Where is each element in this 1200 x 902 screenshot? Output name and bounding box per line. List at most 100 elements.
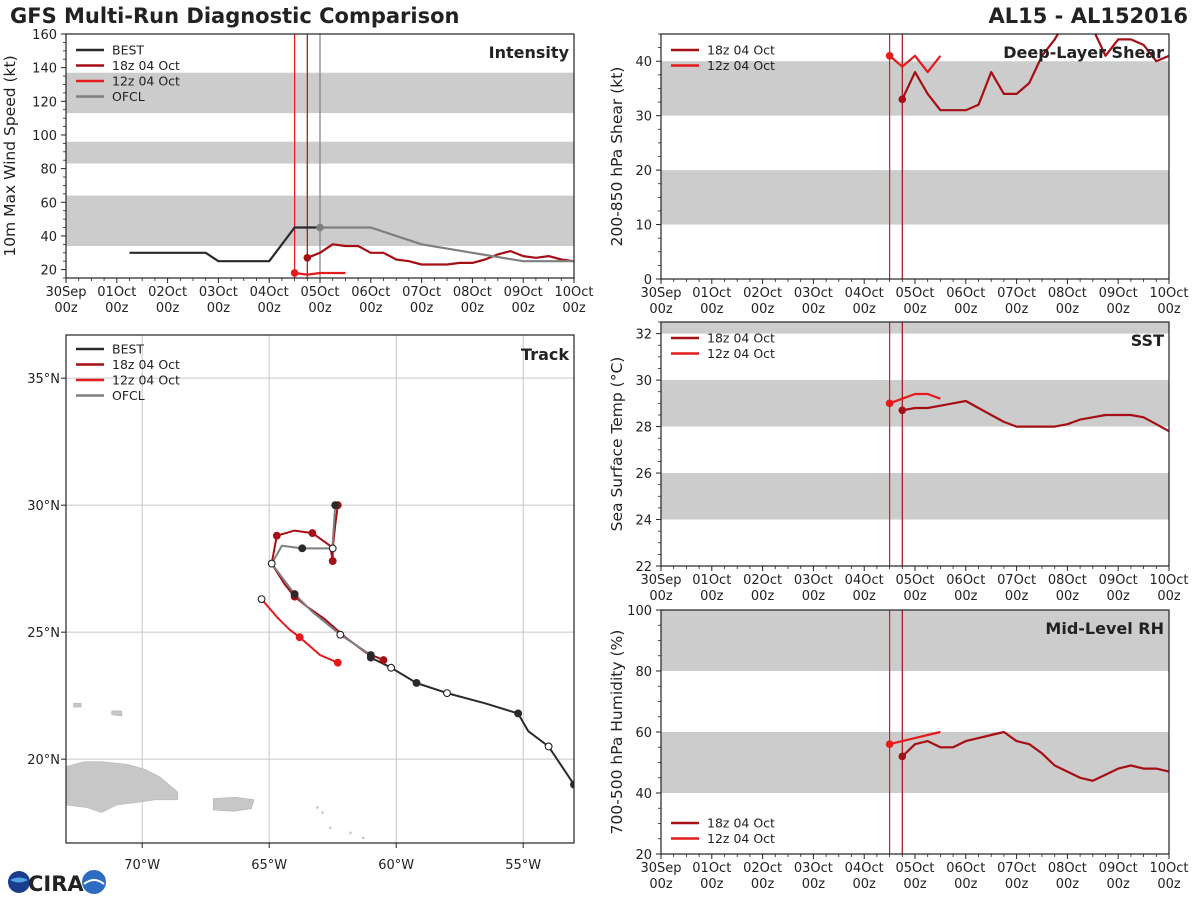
x-tick-label-hour: 00z bbox=[751, 589, 775, 604]
x-tick-label-date: 08Oct bbox=[1048, 286, 1087, 301]
x-tick-label-date: 07Oct bbox=[997, 861, 1036, 876]
y-tick-label: 22 bbox=[635, 560, 652, 575]
x-tick-label-hour: 00z bbox=[853, 877, 877, 892]
series-line-18z-04-oct bbox=[306, 243, 574, 266]
small-island bbox=[316, 806, 319, 809]
chart-track: 70°W 65°W 60°W 55°W 20°N 25°N 30°N 35°N Track BES… bbox=[27, 334, 575, 873]
track-point-best bbox=[387, 663, 396, 672]
legend-label-18z-04-oct: 18z 04 Oct bbox=[112, 58, 180, 73]
x-tick-label-date: 01Oct bbox=[692, 861, 731, 876]
x-tick-label-date: 09Oct bbox=[504, 285, 543, 300]
track-point-18z-04-oct bbox=[379, 656, 388, 665]
track-point-ofcl bbox=[336, 630, 345, 639]
legend-label-18z-04-oct: 18z 04 Oct bbox=[112, 357, 180, 372]
chart-rh: 2040608010030Sep00z01Oct00z02Oct00z03Oct… bbox=[608, 604, 1189, 892]
y-tick-label: 80 bbox=[635, 665, 652, 680]
track-line-best bbox=[370, 656, 574, 786]
series-line-12z-04-oct bbox=[889, 730, 941, 746]
y-tick-label: 100 bbox=[32, 129, 57, 144]
series-line-18z-04-oct bbox=[902, 399, 1169, 433]
x-tick-label-hour: 00z bbox=[954, 877, 978, 892]
x-tick-label-date: 02Oct bbox=[743, 573, 782, 588]
track-point-ofcl bbox=[366, 651, 375, 659]
x-tick-label-date: 06Oct bbox=[351, 285, 390, 300]
x-tick-label-hour: 00z bbox=[700, 877, 724, 892]
legend-label-12z-04-oct: 12z 04 Oct bbox=[112, 74, 180, 89]
x-tick-label-hour: 00z bbox=[1157, 302, 1181, 317]
chart-intensity: 2040608010012014016030Sep00z01Oct00z02Oc… bbox=[1, 28, 594, 316]
latitude-label: 20°N bbox=[27, 753, 60, 768]
x-tick-label-hour: 00z bbox=[461, 301, 485, 316]
y-tick-label: 60 bbox=[40, 196, 57, 211]
x-tick-label-hour: 00z bbox=[512, 301, 536, 316]
x-tick-label-date: 07Oct bbox=[997, 286, 1036, 301]
x-tick-label-hour: 00z bbox=[700, 302, 724, 317]
hispaniola-land bbox=[66, 761, 179, 813]
series-group bbox=[129, 223, 574, 277]
x-tick-label-date: 10Oct bbox=[1149, 573, 1188, 588]
y-tick-label: 120 bbox=[32, 95, 57, 110]
track-point-ofcl bbox=[298, 544, 307, 553]
x-tick-label-hour: 00z bbox=[700, 589, 724, 604]
longitude-label: 70°W bbox=[124, 858, 160, 873]
y-tick-label: 10 bbox=[635, 219, 652, 234]
y-tick-label: 26 bbox=[635, 467, 652, 482]
x-tick-label-hour: 00z bbox=[802, 877, 826, 892]
series-line-ofcl bbox=[320, 226, 574, 263]
x-tick-label-hour: 00z bbox=[853, 589, 877, 604]
y-tick-label: 60 bbox=[635, 726, 652, 741]
panel-title: Mid-Level RH bbox=[1045, 619, 1164, 638]
x-tick-label-hour: 00z bbox=[1005, 589, 1029, 604]
x-tick-label-hour: 00z bbox=[1056, 302, 1080, 317]
x-tick-label-hour: 00z bbox=[562, 301, 586, 316]
legend-label-12z-04-oct: 12z 04 Oct bbox=[707, 58, 775, 73]
page-title: GFS Multi-Run Diagnostic Comparison bbox=[10, 4, 460, 28]
y-tick-label: 80 bbox=[40, 163, 57, 178]
x-tick-label-date: 08Oct bbox=[453, 285, 492, 300]
legend-label-best: BEST bbox=[112, 43, 144, 58]
panel-title: Track bbox=[521, 345, 569, 364]
bahamas-island bbox=[111, 710, 123, 717]
series-line-18z-04-oct bbox=[901, 34, 1169, 112]
latitude-label: 30°N bbox=[27, 499, 60, 514]
y-tick-label: 28 bbox=[635, 421, 652, 436]
series-group bbox=[885, 392, 1169, 433]
shaded-band bbox=[661, 610, 1169, 671]
shaded-band bbox=[661, 732, 1169, 793]
data-point-12z-04-oct bbox=[885, 740, 894, 748]
longitude-label: 60°W bbox=[378, 858, 414, 873]
legend-label-18z-04-oct: 18z 04 Oct bbox=[707, 43, 775, 58]
latitude-label: 35°N bbox=[27, 372, 60, 387]
x-tick-label-date: 01Oct bbox=[692, 286, 731, 301]
longitude-label: 55°W bbox=[505, 858, 541, 873]
series-line-12z-04-oct bbox=[888, 54, 942, 74]
legend-label-12z-04-oct: 12z 04 Oct bbox=[707, 831, 775, 846]
x-tick-label-date: 02Oct bbox=[743, 286, 782, 301]
x-tick-label-hour: 00z bbox=[1107, 877, 1131, 892]
series-line-12z-04-oct bbox=[294, 271, 346, 276]
x-tick-label-hour: 00z bbox=[156, 301, 180, 316]
chart-shear: 01020304030Sep00z01Oct00z02Oct00z03Oct00… bbox=[608, 33, 1189, 317]
x-tick-label-date: 08Oct bbox=[1048, 861, 1087, 876]
x-tick-label-date: 03Oct bbox=[199, 285, 238, 300]
x-tick-label-date: 03Oct bbox=[794, 861, 833, 876]
x-tick-label-date: 30Sep bbox=[640, 573, 681, 588]
small-island bbox=[328, 826, 332, 830]
shaded-band bbox=[661, 380, 1169, 427]
storm-id: AL15 - AL152016 bbox=[988, 4, 1189, 28]
track-point-18z-04-oct bbox=[328, 557, 337, 566]
x-tick-label-hour: 00z bbox=[1107, 302, 1131, 317]
y-tick-label: 160 bbox=[32, 28, 57, 43]
x-tick-label-hour: 00z bbox=[207, 301, 231, 316]
x-tick-label-hour: 00z bbox=[308, 301, 332, 316]
track-point-18z-04-oct bbox=[308, 529, 317, 538]
x-tick-label-hour: 00z bbox=[258, 301, 282, 316]
y-tick-label: 20 bbox=[40, 264, 57, 279]
partner-seal-icon bbox=[82, 870, 106, 894]
x-tick-label-hour: 00z bbox=[1157, 877, 1181, 892]
x-tick-label-hour: 00z bbox=[954, 302, 978, 317]
x-tick-label-hour: 00z bbox=[1056, 877, 1080, 892]
x-tick-label-hour: 00z bbox=[903, 877, 927, 892]
x-tick-label-date: 02Oct bbox=[743, 861, 782, 876]
